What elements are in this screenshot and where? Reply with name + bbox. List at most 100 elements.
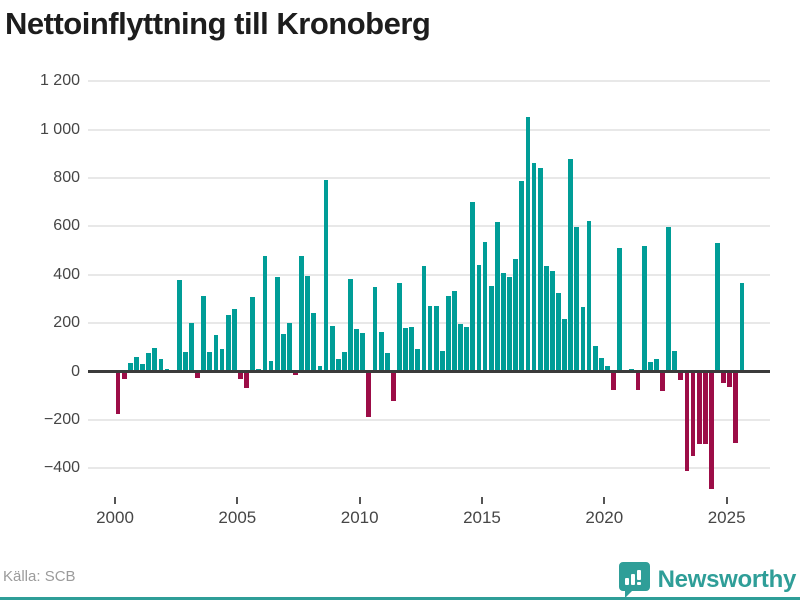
bar xyxy=(366,371,372,418)
bar xyxy=(733,371,739,443)
bar xyxy=(268,360,274,372)
bar xyxy=(439,351,445,372)
bar xyxy=(684,371,690,471)
bar xyxy=(201,295,207,372)
gridline xyxy=(88,273,770,276)
bar xyxy=(476,264,482,372)
bar xyxy=(182,352,188,372)
bar xyxy=(152,348,158,372)
bar xyxy=(580,307,586,372)
bar xyxy=(666,227,671,372)
bar xyxy=(709,371,714,489)
gridline xyxy=(88,80,770,83)
bottom-accent-rule xyxy=(0,597,800,600)
bar xyxy=(354,328,360,372)
bar xyxy=(335,359,341,372)
bar xyxy=(195,371,200,378)
bar xyxy=(702,371,708,445)
bar xyxy=(274,276,280,372)
x-axis-tick xyxy=(480,497,483,504)
bar xyxy=(531,162,537,372)
bar xyxy=(635,371,641,390)
x-axis-label: 2005 xyxy=(218,508,257,527)
bar xyxy=(721,371,727,383)
bar xyxy=(501,272,506,372)
bar xyxy=(127,363,133,372)
x-axis-tick xyxy=(114,497,116,504)
newsworthy-brand-text: Newsworthy xyxy=(657,566,797,593)
bar xyxy=(225,315,231,372)
x-axis-zero-line xyxy=(88,370,770,373)
bar xyxy=(311,313,317,372)
x-axis-tick xyxy=(236,497,239,504)
bar xyxy=(507,277,512,372)
y-axis-label: 1 000 xyxy=(39,120,80,138)
chart-title: Nettoinflyttning till Kronoberg xyxy=(5,6,431,41)
bar xyxy=(372,286,378,372)
bar xyxy=(140,364,145,372)
bar xyxy=(727,371,733,388)
source-note: Källa: SCB xyxy=(3,568,76,585)
bar xyxy=(286,322,292,372)
bar xyxy=(574,226,580,372)
bar xyxy=(525,117,531,372)
bar xyxy=(641,245,647,372)
bar xyxy=(494,222,500,372)
bar xyxy=(445,295,451,372)
bar xyxy=(115,371,121,414)
bar xyxy=(409,326,415,372)
bar xyxy=(592,345,598,372)
bar xyxy=(323,180,329,372)
bar xyxy=(739,283,745,372)
bar xyxy=(715,243,720,372)
bar xyxy=(329,325,335,372)
bar xyxy=(660,371,665,392)
y-axis-label: 800 xyxy=(53,169,80,187)
bar xyxy=(549,271,555,372)
bar xyxy=(378,331,384,372)
bar xyxy=(464,326,470,372)
y-axis-label: 200 xyxy=(53,314,80,332)
bar xyxy=(384,353,390,372)
y-axis-label: 1 200 xyxy=(39,72,80,90)
bar xyxy=(348,278,353,372)
newsworthy-brand-link[interactable]: Newsworthy xyxy=(618,562,797,598)
bar xyxy=(452,290,457,372)
x-axis-tick xyxy=(725,497,728,504)
x-axis-label: 2015 xyxy=(463,508,501,527)
y-axis-label: −200 xyxy=(43,410,80,428)
bar xyxy=(342,352,347,372)
bar xyxy=(293,371,298,376)
bar xyxy=(238,371,243,379)
bar xyxy=(207,352,213,372)
newsworthy-logo-icon xyxy=(618,562,650,598)
bar xyxy=(586,220,592,372)
bar xyxy=(397,283,402,372)
gridline xyxy=(88,225,770,228)
bar xyxy=(134,356,139,372)
x-axis-label: 2010 xyxy=(340,508,379,527)
bar xyxy=(653,359,659,372)
bar xyxy=(513,258,519,372)
bar xyxy=(537,168,543,372)
bar xyxy=(470,202,476,372)
bar xyxy=(305,275,311,372)
bar xyxy=(390,371,396,401)
bar xyxy=(647,361,653,372)
bar xyxy=(556,292,561,372)
bar xyxy=(299,256,304,372)
x-axis-label: 2020 xyxy=(585,508,624,527)
bar xyxy=(458,323,464,372)
gridline xyxy=(88,128,770,131)
y-axis-label: 600 xyxy=(53,217,80,235)
gridline xyxy=(88,418,770,421)
y-axis-label: 400 xyxy=(53,265,80,283)
x-axis-tick xyxy=(358,497,361,504)
bar xyxy=(244,371,249,389)
bar xyxy=(146,353,152,372)
bar xyxy=(262,256,268,372)
bar xyxy=(617,248,623,372)
bar xyxy=(678,371,684,380)
bar-chart: 1 200 1 000 800 600 400 200 0 −200 −400 2000 2005 2… xyxy=(39,72,770,527)
bar xyxy=(403,327,408,372)
